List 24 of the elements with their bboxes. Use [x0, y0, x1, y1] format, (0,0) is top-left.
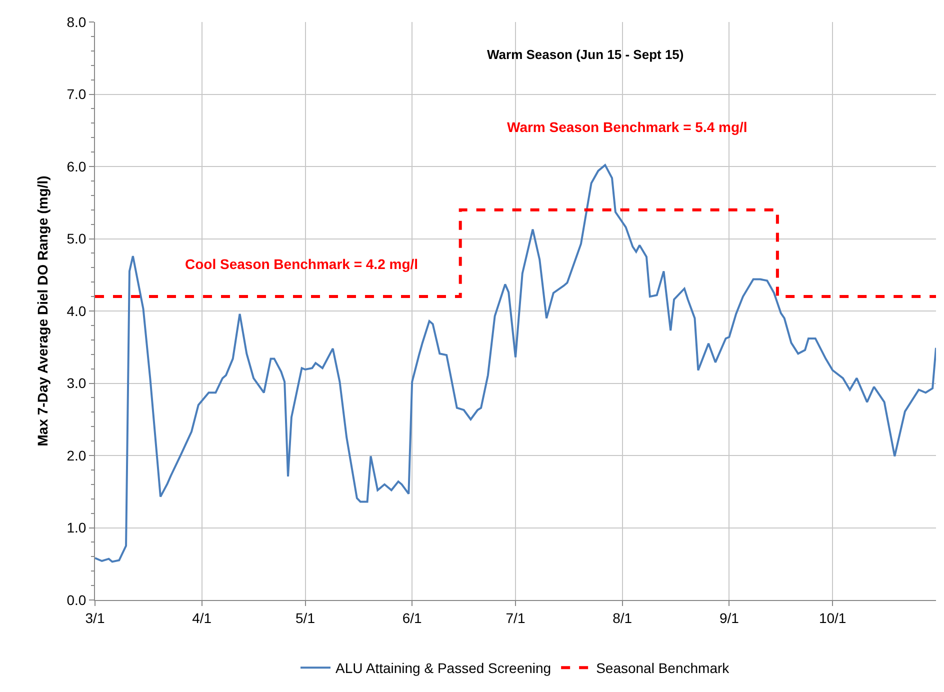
y-tick-label: 1.0	[66, 520, 86, 536]
y-axis-title: Max 7-Day Average Diel DO Range (mg/l)	[34, 176, 50, 446]
x-tick-label: 10/1	[818, 610, 846, 626]
x-tick-label: 6/1	[402, 610, 422, 626]
y-tick-label: 2.0	[66, 447, 86, 464]
y-tick-label: 0.0	[66, 592, 86, 608]
line-series	[95, 164, 936, 563]
y-tick-label: 3.0	[66, 375, 86, 392]
y-tick-label: 5.0	[66, 230, 86, 247]
y-tick-label: 4.0	[66, 302, 86, 319]
y-tick-label: 7.0	[66, 86, 86, 102]
x-tick-label: 8/1	[612, 610, 632, 626]
x-tick-label: 5/1	[296, 610, 316, 626]
x-tick-label: 9/1	[719, 610, 740, 626]
x-tick-label: 7/1	[506, 610, 526, 626]
x-tick-label: 3/1	[85, 610, 105, 626]
annotation: Cool Season Benchmark = 4.2 mg/l	[185, 256, 418, 272]
x-tick-label: 4/1	[192, 610, 212, 626]
y-tick-label: 8.0	[66, 14, 86, 30]
annotation: Warm Season Benchmark = 5.4 mg/l	[507, 119, 748, 135]
annotation: Warm Season (Jun 15 - Sept 15)	[487, 47, 684, 62]
y-tick-label: 6.0	[66, 158, 86, 174]
legend-label: Seasonal Benchmark	[596, 660, 730, 676]
legend-label: ALU Attaining & Passed Screening	[336, 660, 552, 676]
